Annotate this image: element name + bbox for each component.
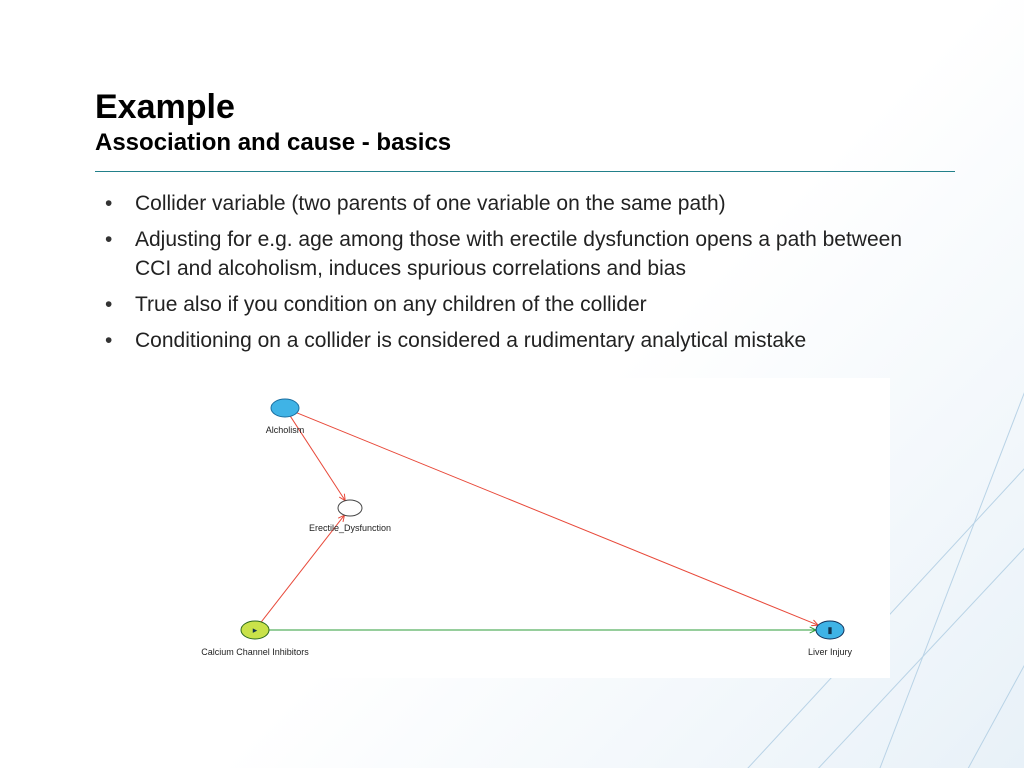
node-ed: [338, 500, 362, 516]
node-label: Alcholism: [266, 425, 305, 435]
node-glyph-icon: ▸: [253, 625, 258, 635]
edge: [297, 413, 818, 625]
node-label: Erectile_Dysfunction: [309, 523, 391, 533]
bullet-item: Collider variable (two parents of one va…: [95, 190, 935, 218]
node-glyph-icon: ▮: [828, 625, 833, 635]
arrowhead-icon: [339, 494, 345, 501]
node-label: Liver Injury: [808, 647, 853, 657]
title-divider: [95, 171, 955, 172]
causal-diagram: Alcholism Erectile_Dysfunction ▸ Calcium Ch…: [150, 378, 890, 678]
bullet-item: Conditioning on a collider is considered…: [95, 327, 935, 355]
node-label: Calcium Channel Inhibitors: [201, 647, 309, 657]
diagram-svg: Alcholism Erectile_Dysfunction ▸ Calcium Ch…: [150, 378, 890, 678]
node-alcoholism: [271, 399, 299, 417]
slide-subtitle: Association and cause - basics: [95, 129, 954, 157]
bullet-list: Collider variable (two parents of one va…: [95, 190, 935, 356]
bullet-item: Adjusting for e.g. age among those with …: [95, 226, 935, 283]
bullet-item: True also if you condition on any childr…: [95, 291, 935, 319]
slide-title: Example: [95, 88, 954, 127]
slide-content: Example Association and cause - basics C…: [0, 0, 1024, 678]
